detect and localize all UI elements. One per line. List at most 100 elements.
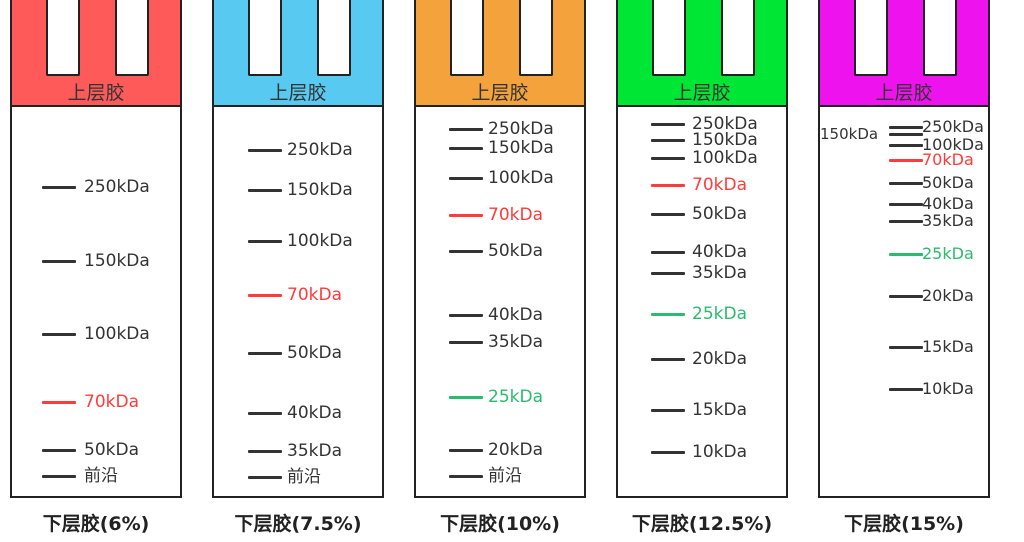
marker-band-label: 70kDa	[922, 150, 974, 169]
marker-band	[248, 476, 282, 479]
marker-band-label: 250kDa	[692, 114, 758, 134]
resolving-gel	[10, 107, 182, 498]
marker-band-label: 150kDa	[287, 180, 353, 200]
marker-band-label: 70kDa	[692, 175, 747, 195]
marker-band-label: 前沿	[84, 466, 118, 486]
marker-band	[248, 149, 282, 152]
marker-band-label: 50kDa	[84, 440, 139, 460]
marker-band-label: 50kDa	[692, 204, 747, 224]
gel-5: 上层胶 250kDa 150kDa 100kDa 70kDa 50kDa 40kDa 35kD…	[818, 0, 990, 498]
marker-band-label: 70kDa	[488, 205, 543, 225]
marker-band-label: 150kDa	[692, 130, 758, 150]
marker-band	[449, 396, 483, 399]
stacking-gel-label: 上层胶	[471, 82, 529, 104]
marker-band-label: 25kDa	[692, 304, 747, 324]
stacking-gel: 上层胶	[10, 0, 182, 107]
marker-band-label: 100kDa	[922, 135, 984, 154]
sample-well	[652, 0, 686, 76]
marker-band-label: 40kDa	[922, 194, 974, 213]
marker-band-label: 150kDa	[820, 125, 879, 143]
marker-band	[449, 147, 483, 150]
marker-band-label: 250kDa	[922, 117, 984, 136]
resolving-gel	[616, 107, 788, 498]
stacking-gel-label: 上层胶	[269, 82, 327, 104]
sample-well	[317, 0, 351, 76]
marker-band	[248, 294, 282, 297]
marker-band-label: 20kDa	[488, 440, 543, 460]
sample-well	[450, 0, 484, 76]
gel-3: 上层胶 250kDa 150kDa 100kDa 70kDa 50kDa 40kDa 35kD…	[414, 0, 586, 498]
marker-band-label: 50kDa	[287, 343, 342, 363]
marker-band	[889, 253, 923, 256]
gel-2: 上层胶 250kDa 150kDa 100kDa 70kDa 50kDa 40kDa 35kD…	[212, 0, 384, 498]
marker-band	[651, 251, 685, 254]
marker-band-label: 40kDa	[692, 242, 747, 262]
gel-1: 上层胶 250kDa 150kDa 100kDa 70kDa 50kDa 前沿	[10, 0, 182, 498]
marker-band-label: 50kDa	[488, 241, 543, 261]
resolving-gel-label: 下层胶(12.5%)	[631, 513, 773, 535]
marker-band-label: 50kDa	[922, 173, 974, 192]
stacking-gel: 上层胶	[212, 0, 384, 107]
marker-band-label: 20kDa	[692, 349, 747, 369]
marker-band-label: 35kDa	[287, 441, 342, 461]
marker-band	[889, 133, 923, 136]
marker-band	[248, 240, 282, 243]
stacking-gel: 上层胶	[818, 0, 990, 107]
stacking-gel: 上层胶	[616, 0, 788, 107]
sample-well	[46, 0, 80, 76]
marker-band-label: 70kDa	[84, 392, 139, 412]
marker-band-label: 70kDa	[287, 285, 342, 305]
marker-band	[651, 272, 685, 275]
stacking-gel: 上层胶	[414, 0, 586, 107]
marker-band-label: 35kDa	[692, 263, 747, 283]
marker-band-label: 40kDa	[287, 403, 342, 423]
marker-band	[449, 128, 483, 131]
marker-band	[651, 313, 685, 316]
marker-band	[651, 123, 685, 126]
marker-band	[449, 177, 483, 180]
marker-band	[651, 409, 685, 412]
resolving-gel	[212, 107, 384, 498]
marker-band-label: 前沿	[287, 467, 321, 487]
marker-band-label: 10kDa	[922, 379, 974, 398]
marker-band-label: 100kDa	[287, 231, 353, 251]
marker-band-label: 35kDa	[488, 332, 543, 352]
marker-band	[651, 358, 685, 361]
marker-band	[248, 412, 282, 415]
marker-band-label: 35kDa	[922, 211, 974, 230]
resolving-gel	[818, 107, 990, 498]
marker-band-label: 15kDa	[922, 337, 974, 356]
marker-band-label: 25kDa	[922, 244, 974, 263]
marker-band	[42, 401, 76, 404]
marker-band	[248, 189, 282, 192]
marker-band	[42, 186, 76, 189]
marker-band	[889, 182, 923, 185]
marker-band	[889, 126, 923, 129]
resolving-gel-label: 下层胶(15%)	[844, 513, 964, 535]
marker-band	[449, 341, 483, 344]
marker-band	[889, 203, 923, 206]
marker-band-label: 40kDa	[488, 305, 543, 325]
marker-band	[889, 295, 923, 298]
marker-band	[449, 314, 483, 317]
marker-band	[449, 214, 483, 217]
marker-band	[889, 388, 923, 391]
stacking-gel-label: 上层胶	[673, 82, 731, 104]
stacking-gel-label: 上层胶	[67, 82, 125, 104]
marker-band-label: 前沿	[488, 466, 522, 486]
resolving-gel	[414, 107, 586, 498]
sample-well	[519, 0, 553, 76]
sample-well	[854, 0, 888, 76]
marker-band	[651, 184, 685, 187]
marker-band-label: 250kDa	[287, 140, 353, 160]
marker-band-label: 150kDa	[488, 138, 554, 158]
marker-band	[248, 352, 282, 355]
marker-band-label: 20kDa	[922, 286, 974, 305]
marker-band	[42, 475, 76, 478]
marker-band-label: 250kDa	[488, 119, 554, 139]
marker-band	[248, 450, 282, 453]
sample-well	[115, 0, 149, 76]
marker-band-label: 250kDa	[84, 177, 150, 197]
sample-well	[721, 0, 755, 76]
marker-band	[889, 346, 923, 349]
